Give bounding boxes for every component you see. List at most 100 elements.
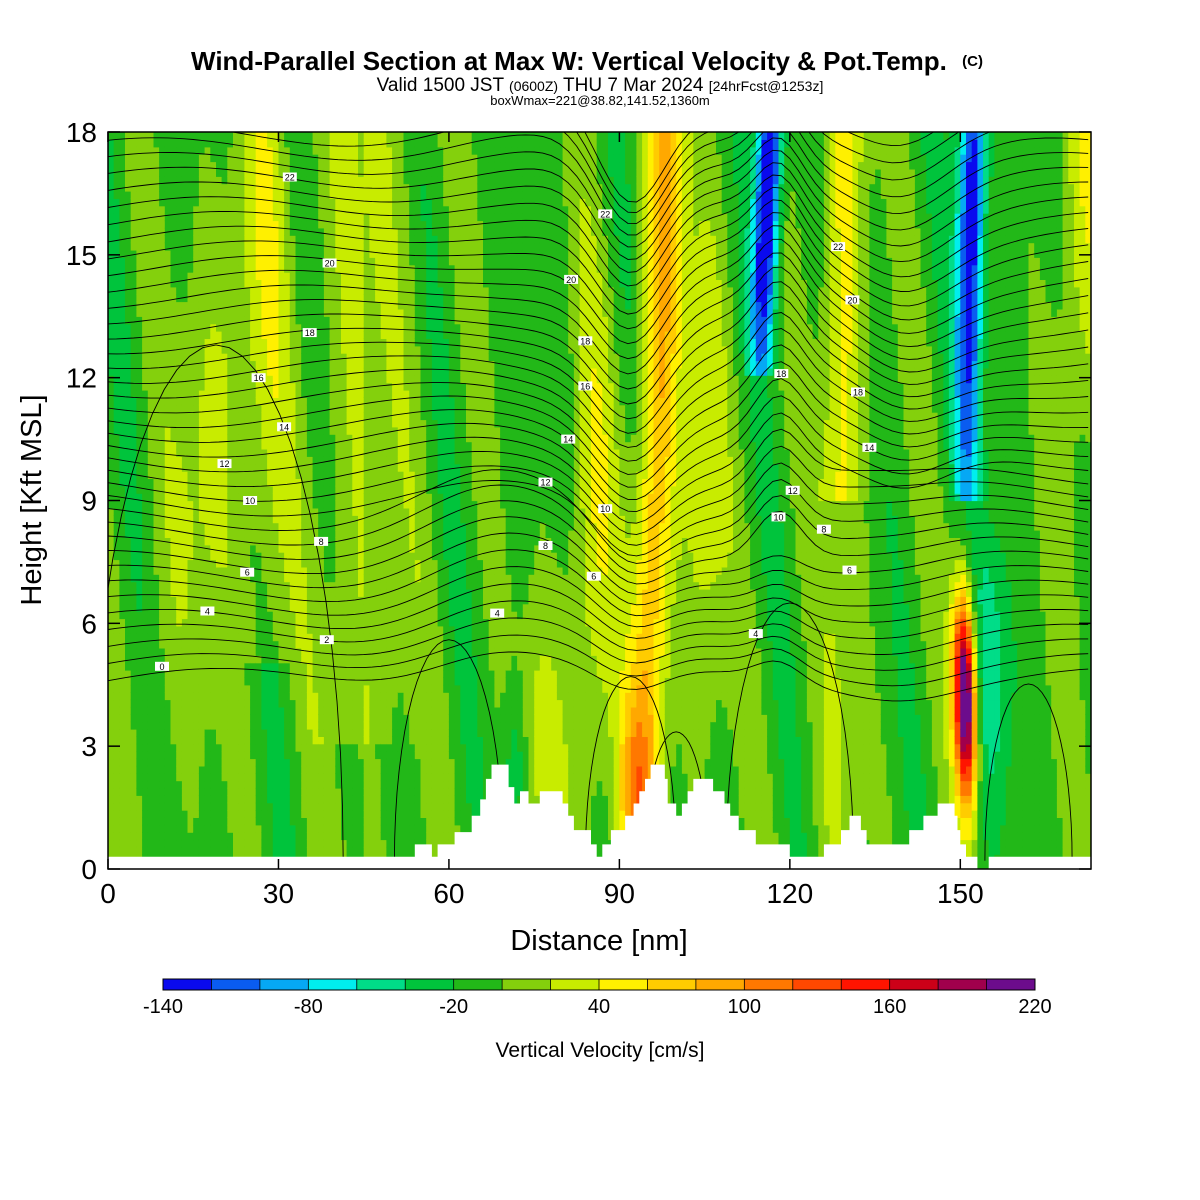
w-cell: [171, 243, 177, 251]
w-cell: [136, 530, 142, 538]
w-cell: [119, 803, 125, 811]
w-cell: [188, 817, 194, 825]
w-cell: [210, 383, 216, 391]
w-cell: [148, 736, 154, 744]
w-cell: [119, 243, 125, 251]
w-cell: [210, 213, 216, 221]
w-cell: [114, 309, 120, 317]
w-cell: [233, 198, 239, 206]
w-cell: [227, 265, 233, 273]
w-cell: [114, 744, 120, 752]
w-cell: [205, 368, 211, 376]
w-cell: [165, 419, 171, 427]
w-cell: [193, 471, 199, 479]
w-cell: [239, 803, 245, 811]
w-cell: [205, 486, 211, 494]
w-cell: [119, 692, 125, 700]
w-cell: [165, 744, 171, 752]
w-cell: [216, 663, 222, 671]
w-cell: [154, 795, 160, 803]
w-cell: [154, 287, 160, 295]
w-cell: [119, 655, 125, 663]
w-cell: [182, 670, 188, 678]
w-cell: [193, 338, 199, 346]
w-cell: [182, 383, 188, 391]
w-cell: [125, 294, 131, 302]
w-cell: [188, 523, 194, 531]
w-cell: [233, 162, 239, 170]
w-cell: [142, 176, 148, 184]
w-cell: [131, 722, 137, 730]
w-cell: [165, 641, 171, 649]
w-cell: [136, 817, 142, 825]
w-cell: [154, 759, 160, 767]
w-cell: [131, 589, 137, 597]
w-cell: [148, 574, 154, 582]
w-cell: [199, 626, 205, 634]
w-cell: [205, 847, 211, 855]
w-cell: [142, 803, 148, 811]
w-cell: [199, 677, 205, 685]
w-cell: [142, 338, 148, 346]
w-cell: [131, 434, 137, 442]
w-cell: [193, 773, 199, 781]
w-cell: [227, 427, 233, 435]
w-cell: [176, 722, 182, 730]
w-cell: [142, 294, 148, 302]
w-cell: [142, 397, 148, 405]
w-cell: [239, 692, 245, 700]
w-cell: [182, 840, 188, 848]
w-cell: [233, 515, 239, 523]
w-cell: [188, 840, 194, 848]
w-cell: [199, 655, 205, 663]
w-cell: [193, 810, 199, 818]
w-cell: [119, 604, 125, 612]
w-cell: [239, 751, 245, 759]
w-cell: [114, 596, 120, 604]
w-cell: [136, 781, 142, 789]
w-cell: [216, 442, 222, 450]
w-cell: [154, 464, 160, 472]
w-cell: [136, 707, 142, 715]
w-cell: [210, 736, 216, 744]
w-cell: [136, 840, 142, 848]
w-cell: [193, 736, 199, 744]
w-cell: [131, 162, 137, 170]
w-cell: [216, 810, 222, 818]
w-cell: [154, 442, 160, 450]
w-cell: [193, 501, 199, 509]
w-cell: [142, 847, 148, 855]
w-cell: [154, 220, 160, 228]
w-cell: [233, 220, 239, 228]
w-cell: [114, 279, 120, 287]
w-cell: [114, 176, 120, 184]
w-cell: [199, 692, 205, 700]
w-cell: [227, 530, 233, 538]
w-cell: [176, 434, 182, 442]
w-cell: [176, 486, 182, 494]
w-cell: [233, 523, 239, 531]
w-cell: [125, 773, 131, 781]
w-cell: [222, 228, 228, 236]
w-cell: [165, 677, 171, 685]
w-cell: [205, 331, 211, 339]
w-cell: [119, 560, 125, 568]
w-cell: [199, 722, 205, 730]
w-cell: [136, 464, 142, 472]
w-cell: [159, 744, 165, 752]
w-cell: [210, 147, 216, 155]
w-cell: [188, 397, 194, 405]
w-cell: [131, 832, 137, 840]
w-cell: [216, 250, 222, 258]
w-cell: [142, 574, 148, 582]
plot-area: 2220181614121086420222018161412108644182…: [89, 70, 1092, 869]
w-cell: [182, 309, 188, 317]
w-cell: [182, 795, 188, 803]
w-cell: [171, 655, 177, 663]
w-cell: [210, 560, 216, 568]
w-cell: [142, 744, 148, 752]
w-cell: [131, 795, 137, 803]
w-cell: [142, 162, 148, 170]
w-cell: [154, 523, 160, 531]
w-cell: [216, 361, 222, 369]
